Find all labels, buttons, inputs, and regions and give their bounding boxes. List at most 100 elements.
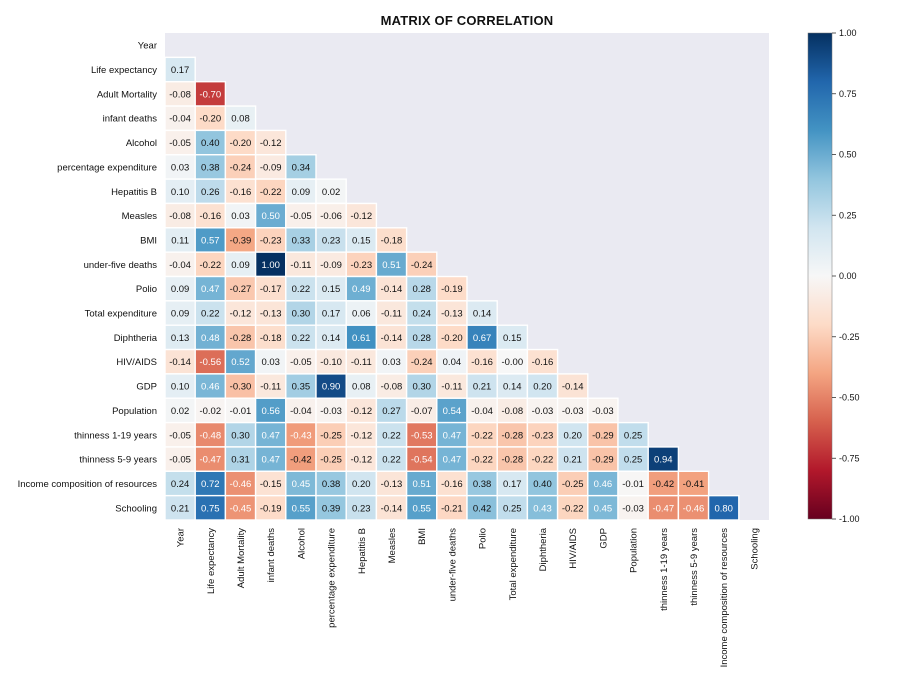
cell-value-label: 0.47 <box>201 284 220 295</box>
cell-value-label: -0.22 <box>260 187 282 198</box>
cell-value-label: 0.75 <box>201 503 220 514</box>
cell-value-label: 0.38 <box>473 479 492 490</box>
heatmap-cells: 0.17 -0.08 -0.70 -0.04 -0.20 0.08 -0.05 0.40 -0.… <box>164 33 769 521</box>
cell-fill <box>164 470 196 497</box>
cell-fill <box>285 227 317 253</box>
heatmap-cell: 0.25 <box>617 421 649 448</box>
heatmap-cell: 0.14 <box>315 324 347 351</box>
cell-value-label: 0.47 <box>443 455 462 466</box>
heatmap-cell: -0.07 <box>405 397 438 424</box>
heatmap-cell: -0.03 <box>315 397 347 424</box>
heatmap-cell: -0.04 <box>466 397 498 424</box>
column-label: Population <box>629 528 640 573</box>
heatmap-cell: -0.16 <box>466 348 498 375</box>
cell-fill <box>707 494 740 521</box>
cell-fill <box>647 470 680 497</box>
cell-value-label: 0.30 <box>412 382 431 393</box>
cell-value-label: 0.17 <box>322 309 341 320</box>
heatmap-cell: -0.24 <box>405 348 438 375</box>
heatmap-cell: -0.18 <box>375 227 408 253</box>
heatmap-cell: 0.45 <box>587 494 619 521</box>
cell-value-label: 0.03 <box>382 357 401 368</box>
cell-fill <box>375 227 408 253</box>
heatmap-cell: -0.11 <box>285 251 317 278</box>
cell-value-label: -0.29 <box>592 455 614 466</box>
cell-value-label: 0.15 <box>503 333 522 344</box>
heatmap-cell: -0.25 <box>315 446 347 473</box>
cell-fill <box>254 154 287 180</box>
cell-value-label: -0.24 <box>230 162 252 173</box>
cell-fill <box>164 397 196 424</box>
heatmap-cell: 0.24 <box>164 470 196 497</box>
cell-value-label: 0.90 <box>322 382 341 393</box>
cell-fill <box>587 494 619 521</box>
column-label: percentage expenditure <box>327 528 338 628</box>
heatmap-cell: -0.02 <box>194 397 227 424</box>
heatmap-cell: -0.06 <box>315 202 347 229</box>
cell-value-label: 0.43 <box>533 503 552 514</box>
cell-value-label: -0.12 <box>230 309 252 320</box>
heatmap-cell: -0.47 <box>647 494 680 521</box>
heatmap-cell: 0.28 <box>405 275 438 302</box>
heatmap-cell: -0.22 <box>556 494 589 521</box>
heatmap-cell: 0.21 <box>466 373 498 399</box>
cell-value-label: -0.19 <box>441 284 463 295</box>
cell-fill <box>405 275 438 302</box>
cell-fill <box>375 446 408 473</box>
cell-fill <box>587 397 619 424</box>
heatmap-cell: 0.22 <box>285 275 317 302</box>
cell-value-label: -0.16 <box>230 187 252 198</box>
heatmap-cell: 0.54 <box>436 397 468 424</box>
cell-value-label: 0.22 <box>382 455 401 466</box>
cell-value-label: -0.11 <box>290 260 311 271</box>
heatmap-cell: 0.02 <box>315 178 347 205</box>
colorbar-tick-label: 0.50 <box>839 150 857 160</box>
cell-value-label: 0.46 <box>594 479 613 490</box>
cell-fill <box>526 470 559 497</box>
heatmap-cell: 0.30 <box>224 421 257 448</box>
heatmap-cell: 0.48 <box>194 324 227 351</box>
heatmap-cell: -0.41 <box>677 470 710 497</box>
heatmap-cell: 0.30 <box>285 300 317 326</box>
cell-value-label: -0.11 <box>381 309 402 320</box>
heatmap-cell: -0.13 <box>436 300 468 326</box>
cell-value-label: -0.23 <box>532 430 554 441</box>
cell-value-label: 0.09 <box>231 260 250 271</box>
colorbar-tick-label: -0.50 <box>839 393 860 403</box>
cell-value-label: -0.24 <box>411 260 433 271</box>
cell-fill <box>194 494 227 521</box>
cell-value-label: -0.01 <box>230 406 252 417</box>
row-label: Population <box>112 406 157 417</box>
heatmap-cell: -0.45 <box>224 494 257 521</box>
heatmap-cell: -0.04 <box>164 105 196 132</box>
heatmap-cell: 0.15 <box>496 324 529 351</box>
heatmap-cell: -0.12 <box>345 421 378 448</box>
cell-value-label: 0.10 <box>171 382 190 393</box>
cell-fill <box>224 494 257 521</box>
cell-value-label: 0.08 <box>231 114 250 125</box>
cell-value-label: 0.13 <box>171 333 190 344</box>
heatmap-cell: -0.13 <box>375 470 408 497</box>
column-labels: Year Life expectancy Adult Mortality infant… <box>176 527 761 667</box>
cell-value-label: -0.11 <box>260 382 281 393</box>
heatmap-cell: 0.17 <box>496 470 529 497</box>
cell-value-label: 0.26 <box>201 187 220 198</box>
cell-fill <box>224 227 257 253</box>
heatmap-cell: -0.29 <box>587 421 619 448</box>
cell-value-label: -0.12 <box>350 455 372 466</box>
heatmap-cell: -0.16 <box>436 470 468 497</box>
heatmap-cell: -0.08 <box>496 397 529 424</box>
heatmap-cell: -0.29 <box>587 446 619 473</box>
heatmap-cell: 0.38 <box>315 470 347 497</box>
heatmap-cell: -0.12 <box>345 446 378 473</box>
heatmap-cell: 0.20 <box>345 470 378 497</box>
cell-fill <box>254 373 287 399</box>
cell-value-label: -0.28 <box>501 430 523 441</box>
cell-value-label: 0.25 <box>624 455 643 466</box>
cell-value-label: -0.20 <box>199 114 221 125</box>
cell-value-label: -0.09 <box>320 260 342 271</box>
cell-value-label: -0.20 <box>441 333 463 344</box>
heatmap-cell: -0.11 <box>345 348 378 375</box>
cell-fill <box>617 494 649 521</box>
cell-value-label: 0.51 <box>412 479 431 490</box>
